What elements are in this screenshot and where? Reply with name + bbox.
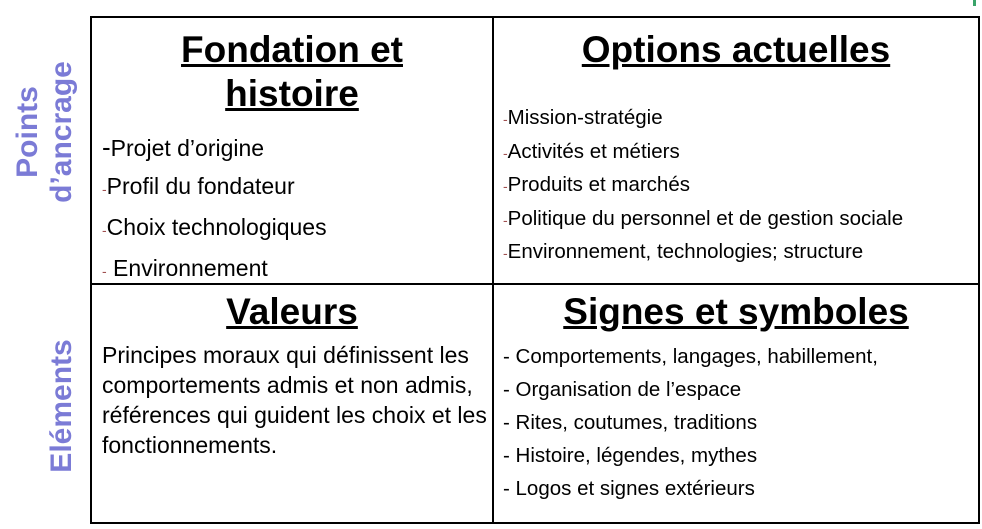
cell-signes-symboles: Signes et symboles - Comportements, lang… <box>497 290 975 505</box>
cell-title: Options actuelles <box>581 29 891 70</box>
dash-bullet: - <box>503 245 508 261</box>
list-item-text: Projet d’origine <box>110 135 265 161</box>
title-line2: histoire <box>225 73 359 114</box>
dash-bullet: - <box>503 178 508 194</box>
list-item-text: Environnement, technologies; structure <box>507 240 864 263</box>
list-item-text: Mission-stratégie <box>507 106 663 129</box>
list-item: -Mission-stratégie <box>503 102 975 136</box>
side-label-elements: Eléments <box>45 339 78 473</box>
grid-horizontal-divider <box>90 283 980 285</box>
list-item-text: Profil du fondateur <box>106 173 295 199</box>
cell-valeurs: Valeurs Principes moraux qui définissent… <box>96 290 488 460</box>
side-label-line1: Points <box>11 86 44 178</box>
cell-title: Signes et symboles <box>563 291 909 332</box>
dash-bullet: - <box>503 211 508 228</box>
grid-vertical-divider <box>492 16 494 524</box>
list-item: - Organisation de l’espace <box>503 378 742 401</box>
list-item-text: Produits et marchés <box>507 173 690 196</box>
signes-list: - Comportements, langages, habillement, … <box>503 340 975 505</box>
corner-mark <box>973 0 976 6</box>
cell-options-actuelles: Options actuelles -Mission-stratégie -Ac… <box>497 28 975 270</box>
list-item-text: Politique du personnel et de gestion soc… <box>507 206 904 230</box>
dash-bullet: - <box>102 181 107 197</box>
list-item: - Environnement <box>102 249 488 290</box>
dash-bullet: - <box>503 144 508 161</box>
cell-title: Valeurs <box>226 291 358 332</box>
list-item: -Choix technologiques <box>102 208 488 249</box>
list-item: -Environnement, technologies; structure <box>503 236 975 270</box>
fondation-list: -Projet d’origine -Profil du fondateur -… <box>102 128 488 290</box>
options-list: -Mission-stratégie -Activités et métiers… <box>503 102 975 270</box>
valeurs-description: Principes moraux qui définissent les com… <box>102 342 487 458</box>
list-item: -Projet d’origine <box>102 128 488 167</box>
dash-bullet: - <box>102 132 111 162</box>
dash-bullet: - <box>503 111 508 127</box>
side-label-points-ancrage: Points d’ancrage <box>11 61 79 203</box>
list-item: - Logos et signes extérieurs <box>503 477 755 500</box>
list-item-text: Environnement <box>106 255 268 281</box>
dash-bullet: - <box>102 263 107 279</box>
dash-bullet: - <box>102 222 107 238</box>
list-item: -Produits et marchés <box>503 169 975 203</box>
list-item: - Comportements, langages, habillement, <box>503 345 878 368</box>
list-item: - Rites, coutumes, traditions <box>503 411 758 434</box>
list-item-text: Choix technologiques <box>106 214 327 240</box>
list-item: -Politique du personnel et de gestion so… <box>503 203 975 237</box>
list-item: -Profil du fondateur <box>102 167 488 208</box>
side-label-line2: d’ancrage <box>45 61 78 203</box>
cell-title: Fondation et histoire <box>96 28 488 116</box>
matrix-grid <box>90 16 980 524</box>
cell-fondation-histoire: Fondation et histoire -Projet d’origine … <box>96 28 488 290</box>
list-item-text: Activités et métiers <box>507 139 680 163</box>
list-item: - Histoire, légendes, mythes <box>503 444 758 467</box>
list-item: -Activités et métiers <box>503 136 975 170</box>
title-line1: Fondation et <box>181 29 403 70</box>
